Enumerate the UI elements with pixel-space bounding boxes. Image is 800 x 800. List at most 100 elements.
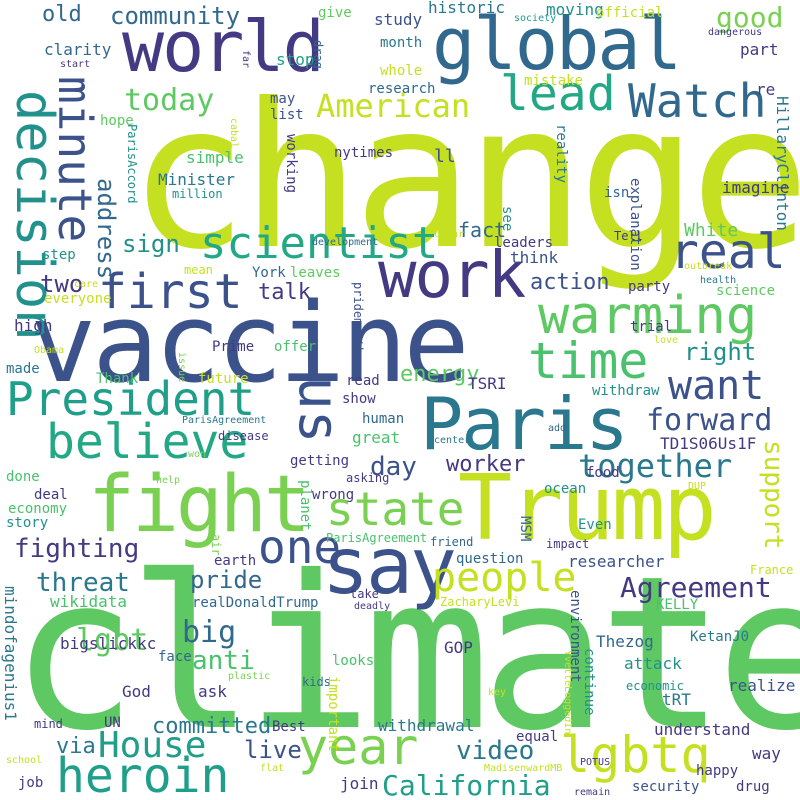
word-isn: isn [604, 185, 630, 201]
word-realize: realize [728, 676, 796, 695]
word-believe: believe [46, 414, 249, 470]
word-human: human [362, 411, 405, 427]
word-re: re [756, 80, 776, 99]
word-economy: economy [8, 501, 68, 517]
word-official: official [596, 5, 664, 21]
word-put: put [438, 195, 457, 206]
word-parisagreement-small: ParisAgreement [182, 415, 267, 426]
word-one: one [258, 520, 342, 574]
word-help: help [156, 475, 181, 486]
word-worker: worker [446, 452, 526, 477]
word-imagine: imagine [722, 178, 790, 197]
word-action: action [530, 270, 610, 295]
word-key: key [488, 687, 507, 698]
word-big: big [182, 615, 237, 650]
word-society: society [514, 13, 557, 24]
word-kelly: KELLY [656, 597, 699, 613]
word-video: video [456, 736, 535, 766]
word-start: start [60, 59, 91, 70]
word-global: global [432, 2, 682, 86]
word-watch: Watch [628, 74, 767, 128]
word-agreement: Agreement [620, 571, 772, 604]
word-two: two [40, 270, 84, 298]
word-show: show [342, 391, 376, 407]
word-story: story [6, 515, 49, 531]
word-warming: warming [538, 286, 758, 346]
word-dup: DUP [688, 481, 707, 492]
word-right: right [684, 338, 757, 366]
word-done: done [6, 469, 40, 485]
word-forward: forward [646, 403, 773, 438]
word-thank: Thank [96, 371, 139, 387]
word-td1s06us1f: TD1S06Us1F [660, 434, 757, 453]
word-understand: understand [654, 720, 751, 739]
word-drag: drag [311, 40, 325, 69]
word-gop: GOP [444, 638, 473, 657]
word-disease: disease [218, 429, 269, 443]
word-deadly: deadly [354, 601, 391, 612]
word-leaders: leaders [494, 235, 554, 251]
word-cabal: cabal [228, 118, 239, 149]
word-add: add [548, 423, 567, 434]
word-friend: friend [430, 535, 474, 549]
word-asking: asking [346, 471, 390, 485]
word-take: take [350, 587, 379, 601]
word-whole: whole [380, 63, 423, 79]
word-impact: impact [546, 537, 590, 551]
word-white: White [684, 220, 739, 241]
word-health: health [700, 275, 737, 286]
word-best: Best [272, 719, 306, 735]
word-kids: kids [302, 675, 331, 689]
word-sign: sign [122, 230, 180, 258]
word-happy: happy [696, 763, 739, 779]
word-everyone: everyone [44, 291, 112, 307]
word-france: France [750, 563, 794, 577]
word-energy: energy [400, 362, 480, 387]
word-fight: fight [88, 460, 311, 550]
word-future: future [198, 371, 249, 387]
word-getting: getting [290, 453, 350, 469]
word-tsri: TSRI [468, 374, 507, 393]
word-question: question [456, 551, 524, 567]
word-president: President [6, 372, 256, 426]
word-see: see [499, 206, 515, 232]
word-vaccine: vaccine [30, 279, 470, 407]
word-drug: drug [736, 779, 770, 795]
word-list: list [270, 107, 304, 123]
word-deal: deal [34, 487, 68, 503]
word-read: read [346, 373, 380, 389]
word-far: far [240, 50, 251, 69]
word-want: want [668, 363, 765, 409]
word-un: UN [104, 715, 121, 731]
word-planet: planet [297, 480, 313, 531]
word-old: old [42, 2, 82, 27]
word-fighting: fighting [14, 534, 140, 564]
word-scientist: scientist [200, 218, 439, 269]
word-development: development [312, 237, 379, 248]
word-change: change [128, 61, 800, 294]
word-way: way [752, 744, 781, 763]
word-moving: moving [546, 0, 604, 19]
word-live: live [244, 736, 302, 764]
word-center: center [434, 435, 471, 446]
word-trt: tRT [662, 690, 691, 709]
word-economic: economic [626, 679, 684, 693]
word-mistake: mistake [524, 73, 584, 89]
word-step: step [42, 247, 76, 263]
word-part: part [740, 40, 779, 59]
word-clear: clear [434, 229, 465, 240]
word-year: year [298, 718, 419, 776]
word-even: Even [578, 517, 612, 533]
word-continue: continue [581, 648, 597, 716]
word-trump: Trump [458, 456, 717, 561]
word-thezog: Thezog [596, 632, 654, 651]
word-paris: Paris [420, 382, 629, 466]
word-dangerous: dangerous [708, 27, 763, 38]
word-working: working [283, 134, 299, 194]
word-withdraw: withdraw [592, 383, 660, 399]
word-think: think [510, 248, 559, 267]
word-mean: mean [184, 263, 213, 277]
word-nytimes: nytimes [334, 145, 394, 161]
word-face: face [158, 649, 192, 665]
